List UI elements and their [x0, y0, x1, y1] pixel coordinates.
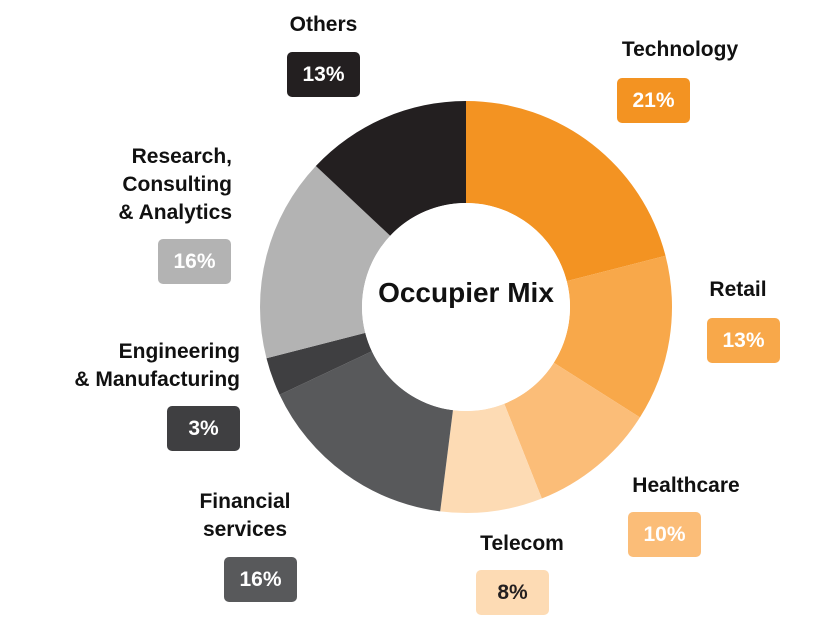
- badge-research-consulting-analytics: 16%: [158, 239, 231, 284]
- slice-research: [260, 165, 391, 359]
- label-others: Others: [289, 13, 358, 36]
- label-financial-services: Financial services: [199, 490, 291, 541]
- slice-others: [315, 101, 466, 236]
- badge-financial-services: 16%: [224, 557, 297, 602]
- label-telecom: Telecom: [480, 532, 564, 555]
- slice-retail: [553, 255, 672, 418]
- label-retail: Retail: [709, 278, 767, 301]
- label-healthcare: Healthcare: [632, 474, 740, 497]
- badge-telecom: 8%: [476, 570, 549, 615]
- label-technology: Technology: [621, 38, 739, 61]
- badge-healthcare: 10%: [628, 512, 701, 557]
- slice-technology: [466, 101, 666, 282]
- slice-telecom: [440, 403, 542, 514]
- slice-financial: [279, 351, 453, 512]
- slice-engineering: [266, 332, 372, 395]
- badge-retail: 13%: [707, 318, 780, 363]
- label-research-consulting-analytics: Research, Consulting & Analytics: [118, 145, 232, 224]
- slice-healthcare: [504, 362, 640, 499]
- chart-title: Occupier Mix: [378, 277, 554, 308]
- badge-others: 13%: [287, 52, 360, 97]
- badge-technology: 21%: [617, 78, 690, 123]
- badge-engineering-manufacturing: 3%: [167, 406, 240, 451]
- label-engineering-manufacturing: Engineering & Manufacturing: [74, 340, 240, 391]
- donut-hole: [362, 203, 570, 411]
